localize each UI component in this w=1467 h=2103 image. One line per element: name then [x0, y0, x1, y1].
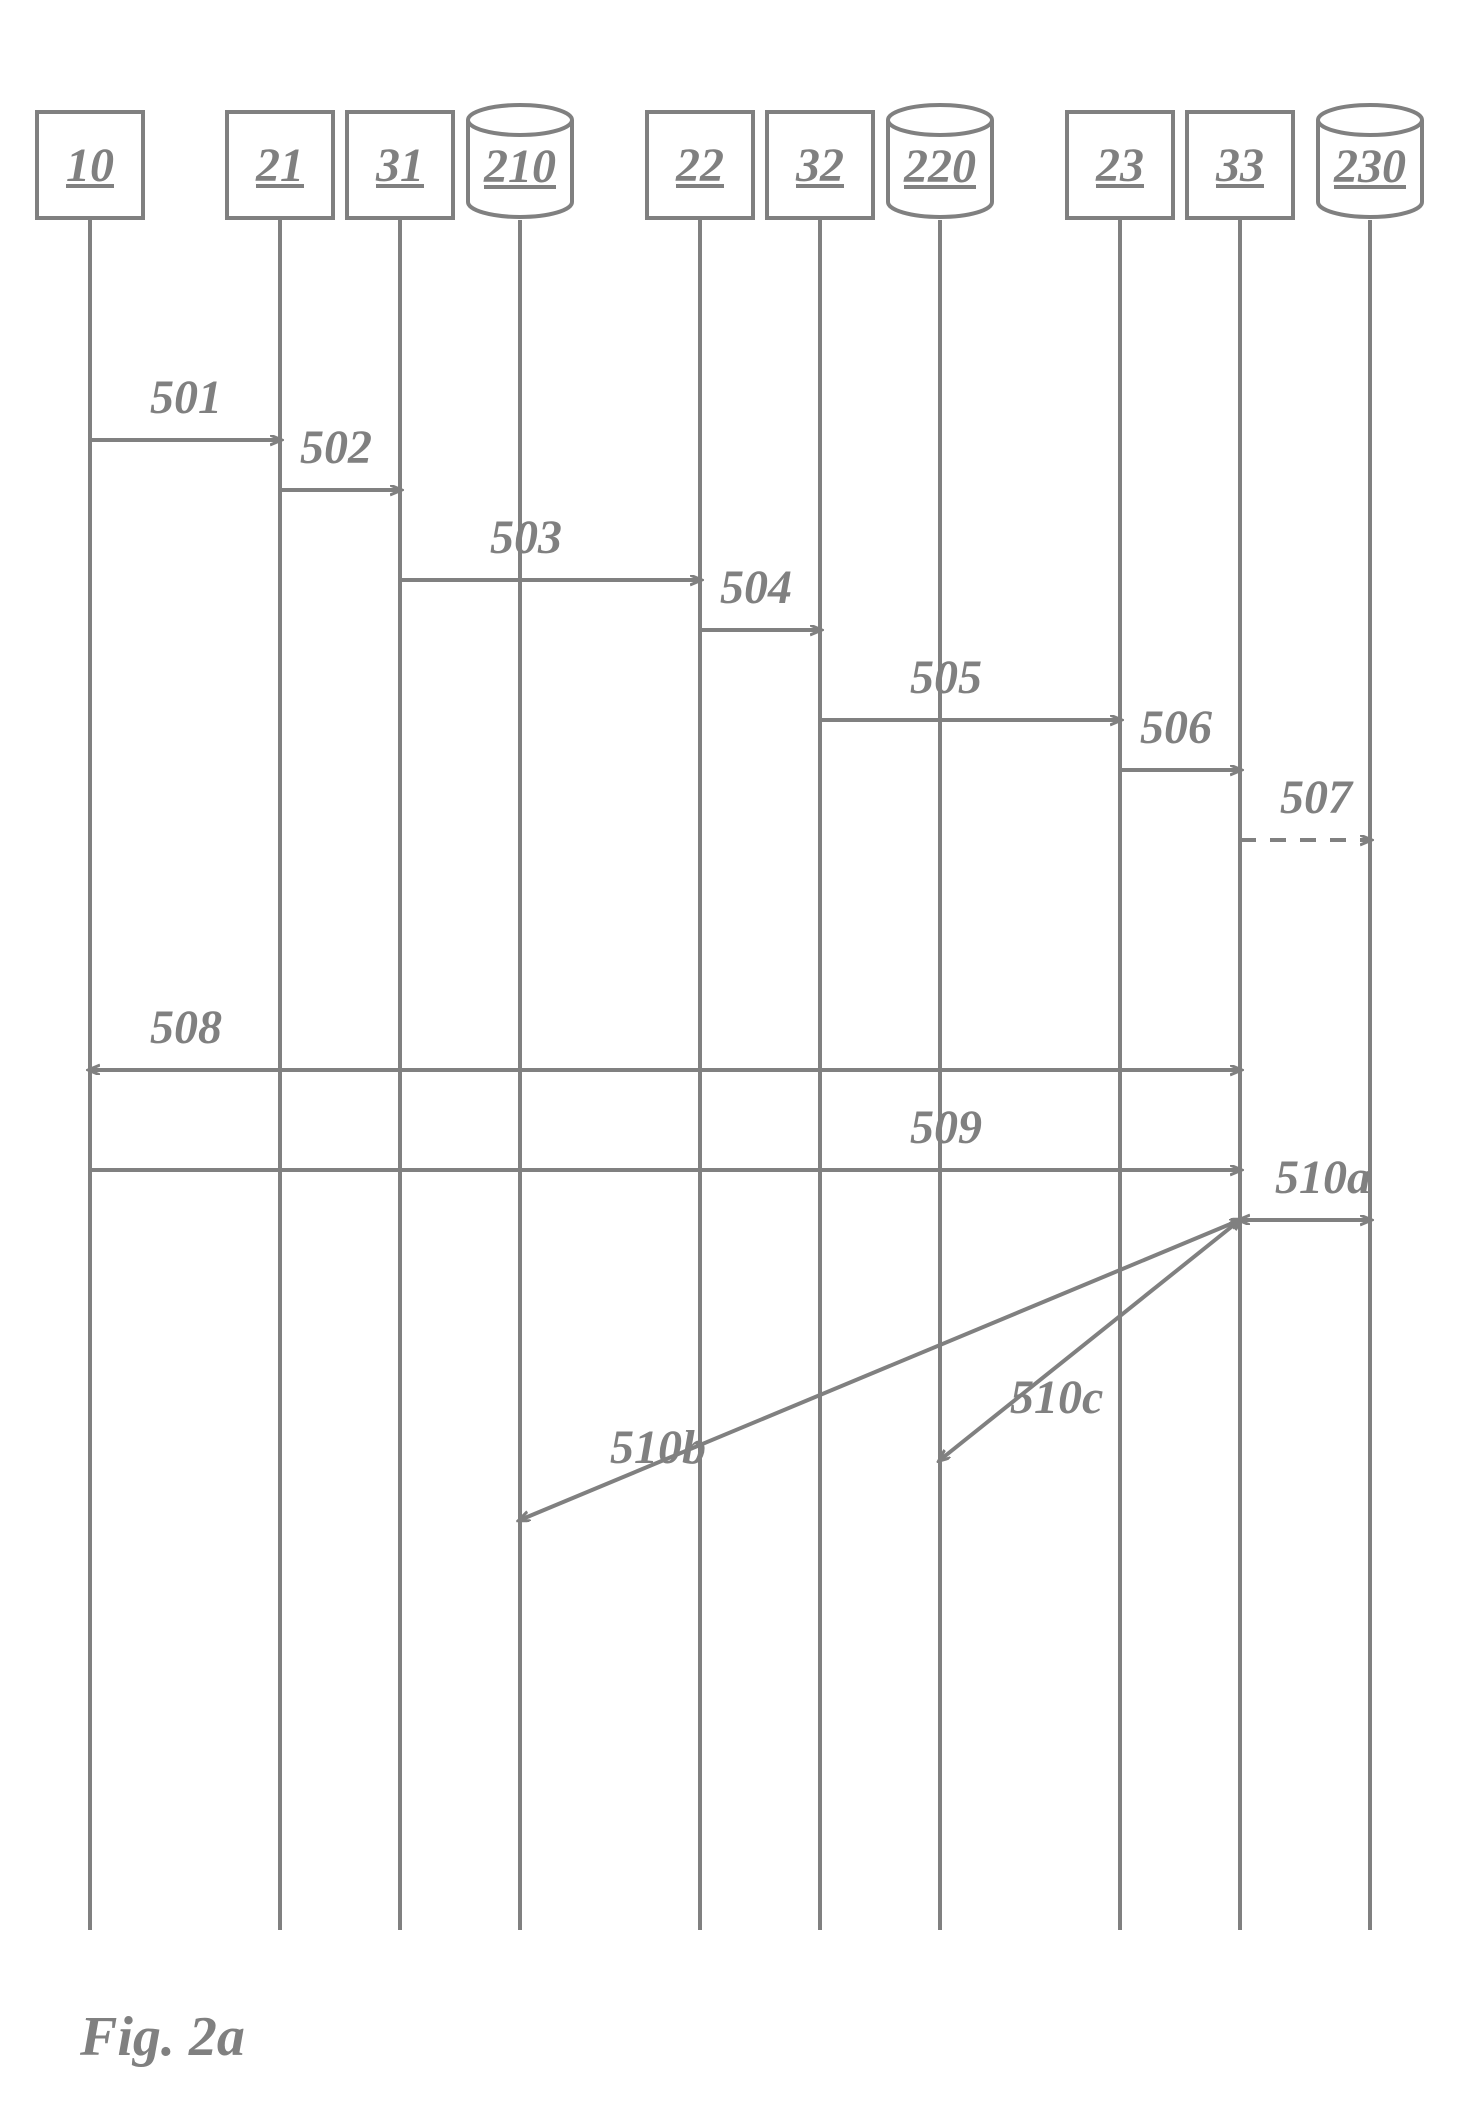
arrow-510c — [940, 1220, 1240, 1460]
arrow-510b — [520, 1220, 1240, 1520]
figure-caption: Fig. 2a — [80, 2005, 245, 2069]
diagram-svg — [0, 0, 1467, 2103]
